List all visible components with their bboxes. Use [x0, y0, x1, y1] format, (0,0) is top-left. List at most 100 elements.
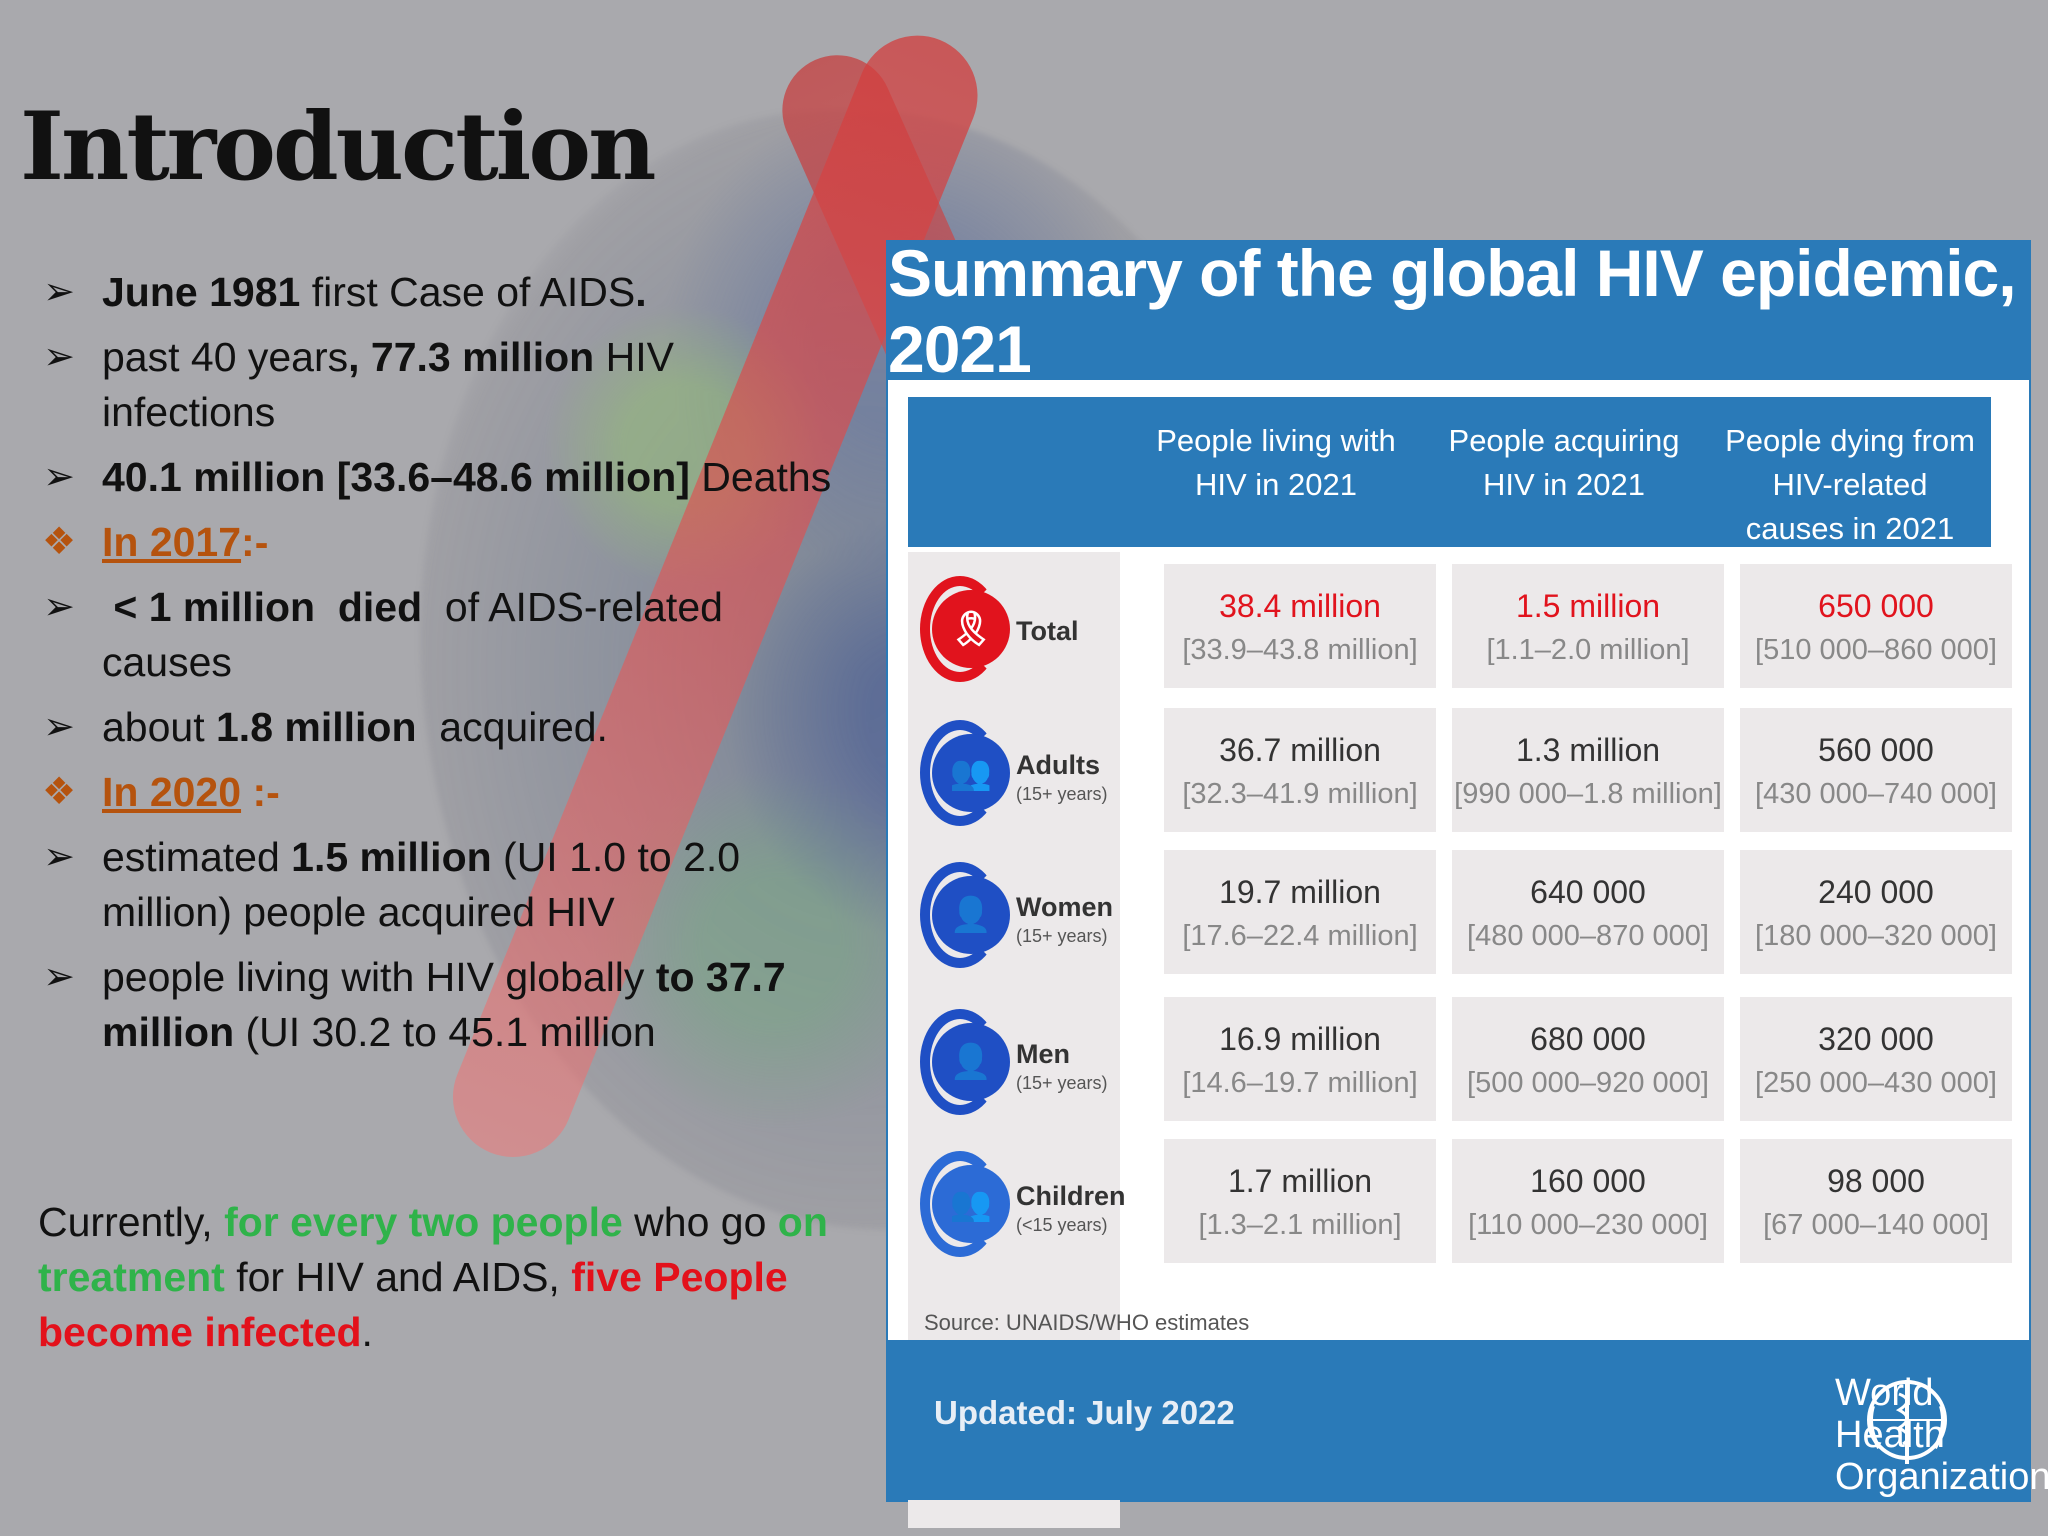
bullet-text: , 77.3 million: [348, 334, 595, 380]
infographic-footer: Updated: July 2022 World Health Organiza…: [888, 1340, 2048, 1500]
bullet-text: 1.8 million: [216, 704, 417, 750]
note-text-3: for HIV and AIDS,: [224, 1254, 572, 1300]
cell-value: 38.4 million: [1219, 588, 1381, 624]
cell-uncertainty-range: [33.9–43.8 million]: [1182, 634, 1418, 666]
row-age-range: (15+ years): [1016, 784, 1108, 804]
bullet-item: ➢ about 1.8 million acquired.: [36, 700, 836, 755]
infographic-title: Summary of the global HIV epidemic, 2021: [888, 236, 2017, 386]
ring-decoration: [920, 1151, 1000, 1257]
row-label: 👤 Women (15+ years): [908, 850, 1120, 980]
bullet-text: 1.5 million: [291, 834, 492, 880]
cell-uncertainty-range: [67 000–140 000]: [1763, 1209, 1989, 1241]
bullet-text: June 1981: [102, 269, 301, 315]
cell-uncertainty-range: [430 000–740 000]: [1755, 778, 1997, 810]
bullet-text: to 37.7 million: [102, 954, 798, 1055]
who-wordmark-line1: World Health: [1835, 1372, 1945, 1456]
row-name: Adults: [1016, 750, 1100, 780]
arrow-bullet-icon: ➢: [43, 836, 75, 878]
note-highlight-infected: five People become infected: [38, 1254, 788, 1355]
bullet-text: acquired.: [416, 704, 608, 750]
column-header-living: People living with HIV in 2021: [1156, 423, 1396, 502]
cell-uncertainty-range: [180 000–320 000]: [1755, 920, 1997, 952]
table-cell: 1.5 million [1.1–2.0 million]: [1452, 564, 1724, 688]
bullet-text: of AIDS-related causes: [102, 584, 735, 685]
year-heading: In 2020: [102, 769, 242, 815]
cell-uncertainty-range: [1.3–2.1 million]: [1198, 1209, 1402, 1241]
bullet-text: (UI 1.0 to 2.0 million) people acquired …: [102, 834, 752, 935]
woman-icon: 👤: [932, 876, 1010, 954]
bullet-item: ➢ estimated 1.5 million (UI 1.0 to 2.0 mi…: [36, 830, 836, 940]
bullet-text: HIV infections: [102, 334, 686, 435]
cell-value: 560 000: [1818, 732, 1934, 768]
table-row: 👥 Children (<15 years) 1.7 million [1.3–2.1 …: [908, 1139, 2012, 1269]
hiv-summary-infographic: Summary of the global HIV epidemic, 2021…: [886, 236, 2048, 1528]
table-row: 👤 Men (15+ years) 16.9 million [14.6–19.7 mi…: [908, 997, 2012, 1127]
row-label: 🎗 Total: [908, 564, 1120, 694]
row-name: Total: [1016, 616, 1079, 646]
row-label: 👥 Children (<15 years): [908, 1139, 1126, 1269]
cell-value: 36.7 million: [1219, 732, 1381, 768]
year-heading-suffix: :-: [241, 769, 280, 815]
man-icon: 👤: [932, 1023, 1010, 1101]
column-header-bar: People living with HIV in 2021 People ac…: [908, 397, 1991, 547]
column-header-dying: People dying from HIV-related causes in …: [1725, 423, 1975, 546]
cell-value: 1.5 million: [1515, 588, 1661, 624]
cell-value: 240 000: [1818, 874, 1934, 910]
note-text-4: .: [361, 1309, 373, 1355]
table-row: 👥 Adults (15+ years) 36.7 million [32.3–41.9…: [908, 708, 2012, 838]
bullet-text: past 40 years: [102, 334, 349, 380]
table-cell: 36.7 million [32.3–41.9 million]: [1164, 708, 1436, 832]
row-age-range: (15+ years): [1016, 1073, 1108, 1093]
bullet-list: ➢ June 1981 first Case of AIDS. ➢ past 40 y…: [36, 265, 836, 1070]
bullet-text: first Case of AIDS: [300, 269, 636, 315]
cell-uncertainty-range: [250 000–430 000]: [1755, 1067, 1997, 1099]
table-cell: 98 000 [67 000–140 000]: [1740, 1139, 2012, 1263]
cell-uncertainty-range: [990 000–1.8 million]: [1454, 778, 1722, 810]
arrow-bullet-icon: ➢: [43, 271, 75, 313]
year-heading-suffix: :-: [241, 519, 269, 565]
bullet-item: ➢ < 1 million died of AIDS-related cause…: [36, 580, 836, 690]
cell-value: 160 000: [1530, 1163, 1646, 1199]
arrow-bullet-icon: ➢: [43, 456, 75, 498]
who-emblem-icon: [1867, 1380, 1947, 1464]
arrow-bullet-icon: ➢: [43, 956, 75, 998]
bullet-item: ➢ 40.1 million [33.6–48.6 million] Deaths: [36, 450, 836, 505]
bullet-item: ➢ June 1981 first Case of AIDS.: [36, 265, 836, 320]
table-cell: 1.3 million [990 000–1.8 million]: [1452, 708, 1724, 832]
arrow-bullet-icon: ➢: [43, 706, 75, 748]
ring-decoration: [920, 862, 1000, 968]
cell-uncertainty-range: [510 000–860 000]: [1755, 634, 1997, 666]
table-cell: 19.7 million [17.6–22.4 million]: [1164, 850, 1436, 974]
bullet-text: (UI 30.2 to 45.1 million: [234, 1009, 656, 1055]
updated-date: Updated: July 2022: [934, 1394, 1235, 1431]
table-cell: 560 000 [430 000–740 000]: [1740, 708, 2012, 832]
bullet-text: estimated: [102, 834, 292, 880]
row-label: 👥 Adults (15+ years): [908, 708, 1120, 838]
red-ribbon-icon: 🎗: [932, 590, 1010, 668]
ring-decoration: [920, 720, 1000, 826]
table-cell: 680 000 [500 000–920 000]: [1452, 997, 1724, 1121]
cell-value: 640 000: [1530, 874, 1646, 910]
bullet-item: ➢ people living with HIV globally to 37.7…: [36, 950, 836, 1060]
row-age-range: (<15 years): [1016, 1215, 1108, 1235]
table-cell: 16.9 million [14.6–19.7 million]: [1164, 997, 1436, 1121]
row-name: Men: [1016, 1039, 1070, 1069]
who-wordmark-line2: Organization: [1835, 1456, 2048, 1498]
cell-uncertainty-range: [500 000–920 000]: [1467, 1067, 1709, 1099]
note-text-1: Currently,: [38, 1199, 225, 1245]
row-label: 👤 Men (15+ years): [908, 997, 1120, 1127]
bullet-text: < 1 million died: [102, 584, 434, 630]
who-wordmark: World Health Organization: [1835, 1372, 2048, 1498]
source-note: Source: UNAIDS/WHO estimates: [924, 1310, 1250, 1335]
bullet-text: people living with HIV globally: [102, 954, 656, 1000]
row-age-range: (15+ years): [1016, 926, 1108, 946]
row-name: Children: [1016, 1181, 1126, 1211]
cell-value: 1.7 million: [1227, 1163, 1373, 1199]
table-row: 👤 Women (15+ years) 19.7 million [17.6–22.4 …: [908, 850, 2012, 980]
cell-value: 16.9 million: [1219, 1021, 1381, 1057]
cell-uncertainty-range: [32.3–41.9 million]: [1182, 778, 1418, 810]
cell-uncertainty-range: [110 000–230 000]: [1468, 1209, 1708, 1241]
arrow-bullet-icon: ➢: [43, 586, 75, 628]
row-name: Women: [1016, 892, 1114, 922]
bullet-text: .: [635, 269, 647, 315]
